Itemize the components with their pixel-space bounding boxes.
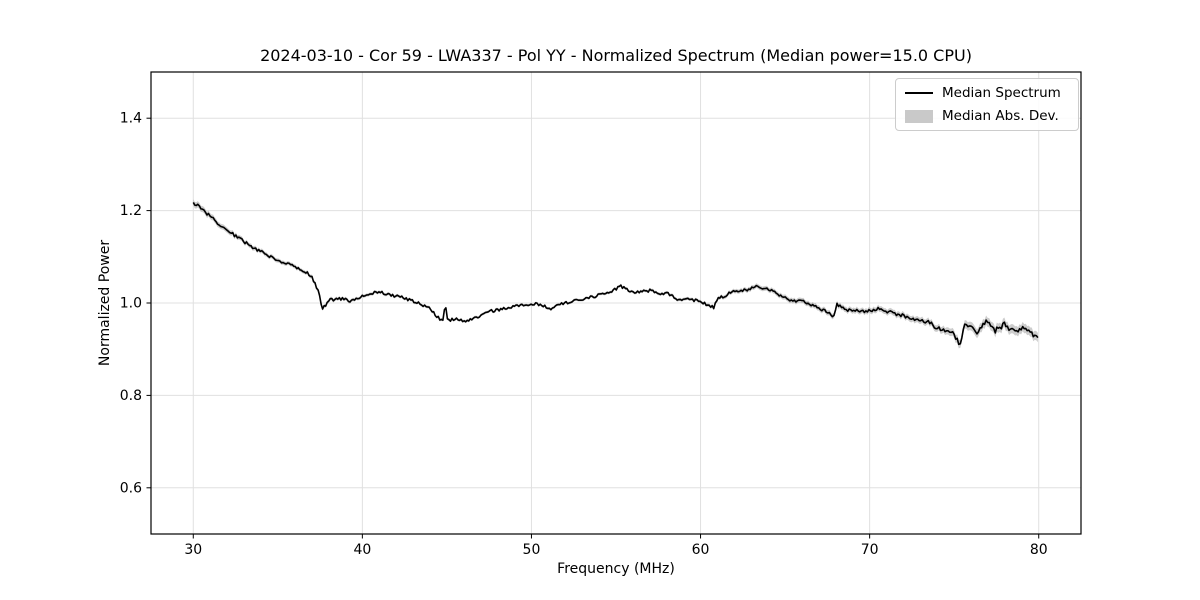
- x-tick-label: 40: [353, 542, 371, 558]
- gridlines: [151, 72, 1081, 534]
- y-tick-label: 0.8: [120, 388, 142, 404]
- legend-label-median-spectrum: Median Spectrum: [942, 85, 1061, 101]
- x-axis-label: Frequency (MHz): [557, 561, 675, 577]
- x-tick-label: 50: [523, 542, 541, 558]
- y-tick-label: 1.4: [120, 111, 142, 127]
- chart-title: 2024-03-10 - Cor 59 - LWA337 - Pol YY - …: [260, 46, 972, 65]
- axis-ticks: 30 40 50 60 70 80 0.6 0.8 1.0 1.2 1.4: [120, 111, 1048, 558]
- line-swatch-icon: [905, 92, 933, 94]
- patch-swatch-icon: [905, 109, 933, 123]
- legend-item-median-spectrum: Median Spectrum: [905, 85, 1069, 101]
- legend: Median Spectrum Median Abs. Dev.: [895, 78, 1079, 131]
- mad-band: [193, 199, 1038, 349]
- legend-label-median-abs-dev: Median Abs. Dev.: [942, 108, 1059, 124]
- x-tick-label: 60: [692, 542, 710, 558]
- median-spectrum-line: [192, 202, 1039, 346]
- x-tick-label: 30: [184, 542, 202, 558]
- x-tick-label: 70: [861, 542, 879, 558]
- y-axis-label: Normalized Power: [97, 239, 113, 367]
- x-tick-label: 80: [1030, 542, 1048, 558]
- y-tick-label: 1.2: [120, 203, 142, 219]
- legend-item-median-abs-dev: Median Abs. Dev.: [905, 108, 1069, 124]
- y-tick-label: 0.6: [120, 480, 142, 496]
- y-tick-label: 1.0: [120, 296, 142, 312]
